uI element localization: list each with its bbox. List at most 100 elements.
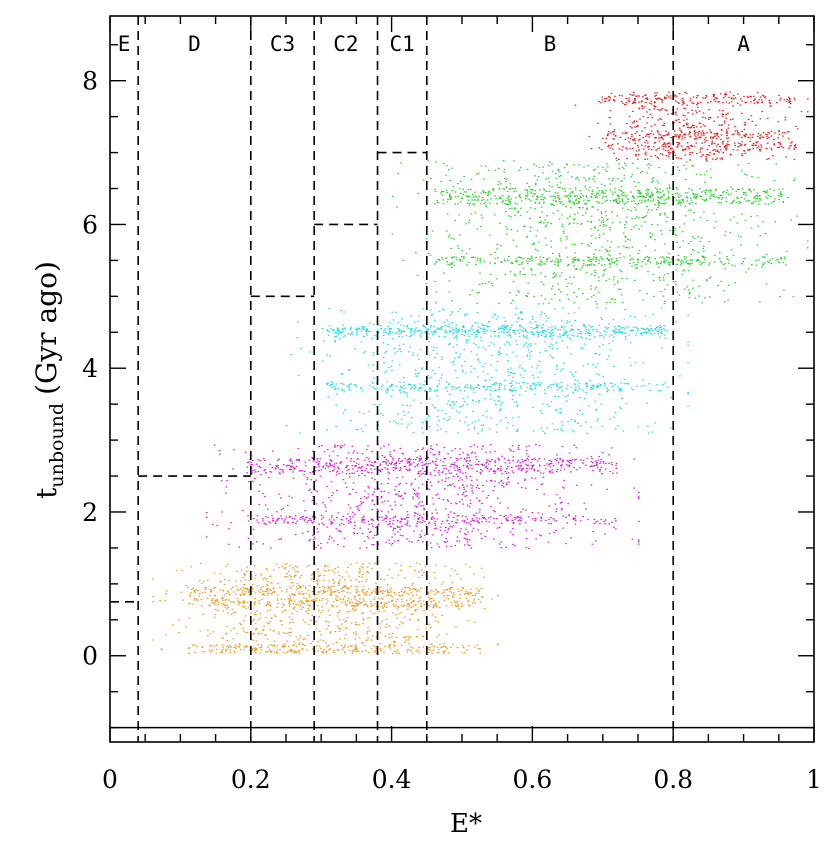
- data-point-cyan: [620, 331, 622, 334]
- data-point-orange: [386, 589, 388, 591]
- data-point-magenta: [461, 484, 464, 486]
- data-point-green: [652, 177, 655, 179]
- data-point-green: [518, 264, 521, 266]
- data-point-cyan: [512, 390, 515, 392]
- data-point-green: [651, 233, 654, 235]
- data-point-green: [526, 189, 528, 191]
- data-point-orange: [220, 650, 223, 652]
- data-point-orange: [407, 587, 409, 589]
- data-point-cyan: [297, 374, 300, 377]
- data-point-orange: [388, 601, 390, 603]
- data-point-magenta: [599, 523, 601, 525]
- data-point-magenta: [348, 522, 350, 524]
- data-point-cyan: [506, 332, 509, 334]
- data-point-orange: [447, 598, 450, 600]
- data-point-magenta: [216, 524, 219, 527]
- data-point-magenta: [325, 462, 328, 464]
- data-point-orange: [442, 581, 445, 583]
- data-point-orange: [221, 598, 223, 600]
- data-point-magenta: [387, 444, 390, 446]
- data-point-green: [646, 164, 649, 166]
- data-point-cyan: [552, 332, 554, 334]
- data-point-orange: [253, 602, 256, 604]
- data-point-magenta: [456, 503, 458, 505]
- data-point-magenta: [257, 470, 260, 473]
- data-point-orange: [414, 604, 416, 606]
- data-point-orange: [284, 643, 286, 645]
- data-point-magenta: [377, 487, 380, 489]
- data-point-orange: [475, 592, 477, 595]
- data-point-orange: [358, 600, 360, 603]
- data-point-green: [560, 214, 563, 216]
- data-point-orange: [316, 584, 319, 586]
- data-point-magenta: [322, 465, 325, 467]
- data-point-orange: [209, 594, 211, 596]
- data-point-orange: [245, 646, 247, 648]
- data-point-magenta: [522, 508, 524, 510]
- data-point-orange: [368, 617, 371, 619]
- data-point-orange: [298, 587, 301, 589]
- data-point-orange: [273, 588, 275, 590]
- data-point-magenta: [368, 523, 371, 525]
- data-point-cyan: [551, 423, 554, 425]
- data-point-orange: [460, 605, 463, 608]
- data-point-cyan: [504, 324, 507, 326]
- data-point-orange: [304, 638, 307, 640]
- data-point-magenta: [318, 523, 320, 525]
- data-point-orange: [317, 641, 319, 643]
- data-point-magenta: [358, 474, 360, 476]
- data-point-orange: [188, 652, 190, 654]
- data-point-magenta: [485, 520, 488, 522]
- data-point-magenta: [420, 530, 423, 532]
- data-point-orange: [390, 587, 392, 589]
- data-point-orange: [295, 589, 298, 591]
- data-point-orange: [429, 599, 431, 601]
- data-point-cyan: [488, 379, 491, 381]
- data-point-cyan: [407, 423, 410, 425]
- data-point-cyan: [515, 382, 517, 384]
- data-point-cyan: [658, 329, 660, 331]
- data-point-cyan: [412, 384, 415, 386]
- data-point-magenta: [331, 470, 334, 472]
- data-point-orange: [222, 603, 225, 605]
- data-point-green: [602, 219, 605, 221]
- data-point-magenta: [450, 484, 452, 486]
- data-point-cyan: [559, 408, 561, 410]
- data-point-cyan: [560, 369, 562, 371]
- data-point-magenta: [315, 470, 317, 472]
- data-point-orange: [333, 585, 335, 587]
- data-point-orange: [292, 607, 295, 609]
- data-point-magenta: [465, 533, 467, 535]
- data-point-cyan: [464, 390, 466, 392]
- data-point-orange: [277, 602, 279, 605]
- data-point-green: [673, 229, 676, 231]
- data-point-orange: [279, 620, 282, 622]
- data-point-magenta: [520, 465, 522, 467]
- data-point-green: [619, 201, 621, 203]
- data-point-magenta: [426, 495, 428, 497]
- data-point-orange: [246, 587, 249, 590]
- data-point-orange: [289, 598, 291, 600]
- data-point-cyan: [589, 379, 591, 382]
- data-point-magenta: [404, 465, 407, 467]
- data-point-cyan: [450, 386, 453, 388]
- data-point-orange: [406, 649, 409, 651]
- data-point-green: [782, 200, 785, 203]
- data-point-cyan: [615, 331, 617, 333]
- data-point-magenta: [505, 483, 508, 485]
- data-point-magenta: [399, 468, 402, 470]
- data-point-magenta: [520, 464, 522, 466]
- data-point-magenta: [573, 467, 575, 469]
- data-point-green: [664, 212, 666, 214]
- data-point-magenta: [277, 464, 279, 466]
- data-point-cyan: [493, 384, 495, 386]
- data-point-orange: [313, 599, 315, 601]
- data-point-cyan: [440, 428, 442, 430]
- data-point-orange: [317, 650, 319, 652]
- data-point-cyan: [566, 336, 569, 338]
- data-point-green: [723, 290, 725, 292]
- data-point-magenta: [544, 468, 547, 470]
- data-point-magenta: [464, 544, 466, 546]
- data-point-magenta: [476, 517, 478, 519]
- data-point-magenta: [490, 479, 492, 482]
